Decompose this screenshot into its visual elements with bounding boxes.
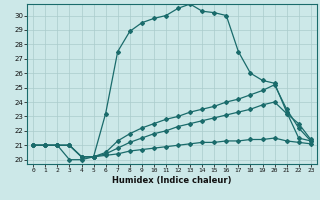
X-axis label: Humidex (Indice chaleur): Humidex (Indice chaleur) xyxy=(112,176,232,185)
